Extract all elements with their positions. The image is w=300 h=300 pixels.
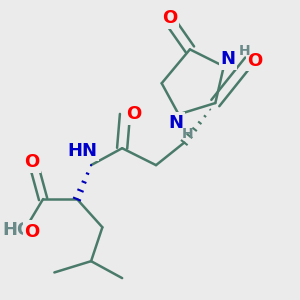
Text: N: N	[168, 114, 183, 132]
Text: O: O	[247, 52, 262, 70]
Text: HO: HO	[2, 221, 33, 239]
Text: H: H	[181, 127, 193, 141]
Text: O: O	[24, 153, 39, 171]
Text: O: O	[163, 9, 178, 27]
Text: HN: HN	[68, 142, 98, 160]
Text: N: N	[220, 50, 236, 68]
Text: O: O	[126, 105, 141, 123]
Text: O: O	[24, 223, 39, 241]
Text: H: H	[239, 44, 251, 58]
